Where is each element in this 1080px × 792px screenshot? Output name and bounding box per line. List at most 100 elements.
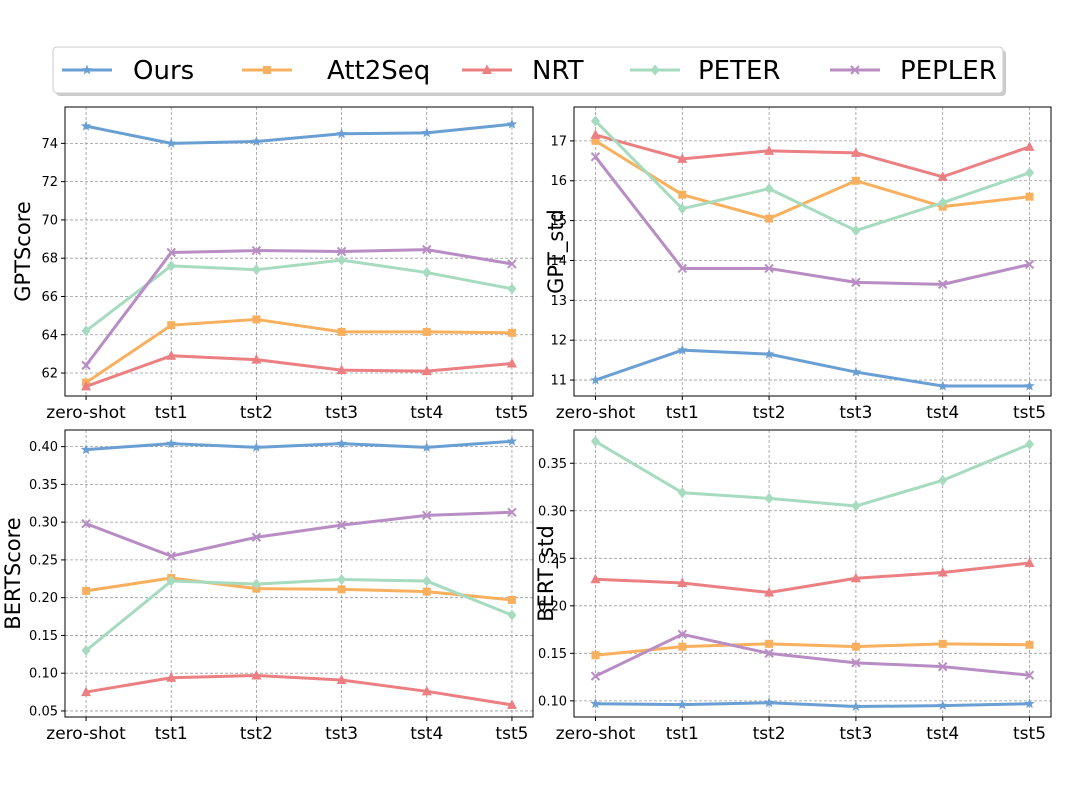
data-point-nrt	[937, 171, 948, 181]
y-tick-label: 14	[550, 254, 567, 269]
plot-frame	[64, 106, 534, 397]
y-tick-label: 0.15	[29, 629, 58, 644]
data-point-peter	[337, 254, 347, 266]
x-tick-label: tst4	[410, 724, 443, 744]
data-point-nrt	[506, 699, 517, 709]
y-tick-label: 66	[41, 290, 58, 305]
y-tick-label: 13	[550, 294, 567, 309]
chart-panel-gptscore: 62 64 66 68 70 72 74 zero-shot tst1 tst2 tst3 tst4 t…	[11, 106, 534, 423]
y-tick-label: 0.25	[29, 553, 58, 568]
x-tick-label: tst3	[325, 403, 358, 423]
y-tick-label: 70	[41, 213, 58, 228]
data-point-nrt	[1024, 557, 1035, 568]
series-line-peter	[85, 578, 513, 652]
plot-frame	[64, 429, 534, 718]
series-line-nrt	[595, 133, 1031, 179]
series-nrt	[590, 129, 1035, 181]
series-line-nrt	[595, 561, 1030, 595]
y-tick-label: 16	[550, 174, 567, 189]
series-pepler	[81, 507, 517, 561]
x-tick-label: tst2	[240, 724, 273, 744]
y-tick-label: 0.10	[29, 667, 58, 682]
data-point-att2seq	[507, 595, 516, 604]
data-point-peter	[590, 115, 600, 127]
y-axis-label: BERT_std	[534, 525, 559, 622]
data-point-pepler	[1024, 670, 1035, 680]
legend-marker	[482, 64, 492, 74]
series-line-ours	[594, 348, 1030, 388]
series-line-peter	[594, 119, 1031, 233]
data-point-pepler	[677, 629, 687, 640]
legend-marker	[81, 64, 93, 75]
x-tick-label: tst3	[325, 724, 358, 744]
series-line-att2seq	[85, 317, 512, 384]
data-point-att2seq	[851, 642, 860, 651]
legend-label: PEPLER	[900, 56, 997, 86]
data-point-ours	[421, 127, 432, 138]
data-point-pepler	[764, 263, 774, 274]
data-point-att2seq	[938, 639, 947, 648]
y-tick-label: 72	[41, 175, 58, 190]
data-point-peter	[507, 609, 517, 621]
data-point-peter	[422, 575, 432, 587]
series-line-pepler	[594, 632, 1030, 678]
series-peter	[81, 574, 517, 657]
data-point-pepler	[507, 259, 517, 269]
data-point-peter	[938, 474, 948, 486]
grid	[574, 430, 1051, 717]
series-ours	[80, 118, 518, 148]
series-line-ours	[85, 122, 513, 145]
y-tick-label: 0.35	[538, 457, 567, 472]
series-line-att2seq	[85, 576, 513, 602]
legend-entry-att2seq: Att2Seq	[242, 56, 430, 86]
x-tick-label: tst1	[666, 403, 699, 423]
x-tick-label: tst4	[926, 403, 959, 423]
data-point-peter	[166, 260, 176, 272]
series-peter	[590, 115, 1035, 237]
data-point-nrt	[764, 145, 775, 155]
data-point-pepler	[590, 152, 601, 162]
data-point-pepler	[251, 245, 262, 256]
data-point-pepler	[166, 551, 176, 561]
data-point-pepler	[938, 279, 948, 290]
legend-entry-peter: PETER	[630, 56, 780, 86]
data-point-peter	[851, 225, 861, 237]
data-point-att2seq	[1025, 192, 1034, 201]
data-point-att2seq	[678, 190, 687, 199]
series-nrt	[590, 557, 1035, 597]
data-point-att2seq	[422, 587, 431, 596]
series-line-ours	[595, 701, 1030, 709]
data-point-ours	[506, 118, 518, 129]
series-line-pepler	[85, 510, 512, 558]
y-tick-label: 74	[41, 137, 58, 152]
data-point-pepler	[851, 277, 861, 288]
series-pepler	[590, 629, 1035, 681]
data-point-nrt	[166, 672, 177, 682]
y-tick-label: 0.25	[538, 552, 567, 567]
data-point-ours	[251, 135, 262, 146]
series-line-peter	[594, 440, 1031, 508]
series-line-nrt	[85, 673, 513, 707]
y-tick-label: 12	[550, 334, 567, 349]
data-point-pepler	[590, 671, 601, 681]
data-point-ours	[166, 438, 177, 449]
data-point-att2seq	[851, 176, 860, 185]
grid	[65, 430, 533, 717]
data-point-att2seq	[591, 651, 600, 660]
series-line-pepler	[594, 155, 1030, 286]
series-line-nrt	[85, 354, 513, 388]
data-point-nrt	[81, 380, 92, 391]
y-axis-label: BERTScore	[1, 517, 25, 629]
data-point-peter	[251, 578, 261, 590]
data-point-pepler	[938, 661, 948, 672]
x-tick-label: tst3	[839, 403, 872, 423]
y-axis-label: GPT_std	[544, 209, 569, 294]
series-ours	[80, 435, 518, 455]
y-tick-label: 68	[41, 252, 58, 267]
data-point-pepler	[1024, 259, 1035, 270]
data-point-att2seq	[765, 214, 774, 223]
y-tick-label: 0.20	[538, 599, 567, 614]
x-tick-label: tst5	[495, 724, 528, 744]
data-point-ours	[763, 697, 775, 708]
data-point-peter	[677, 487, 687, 499]
